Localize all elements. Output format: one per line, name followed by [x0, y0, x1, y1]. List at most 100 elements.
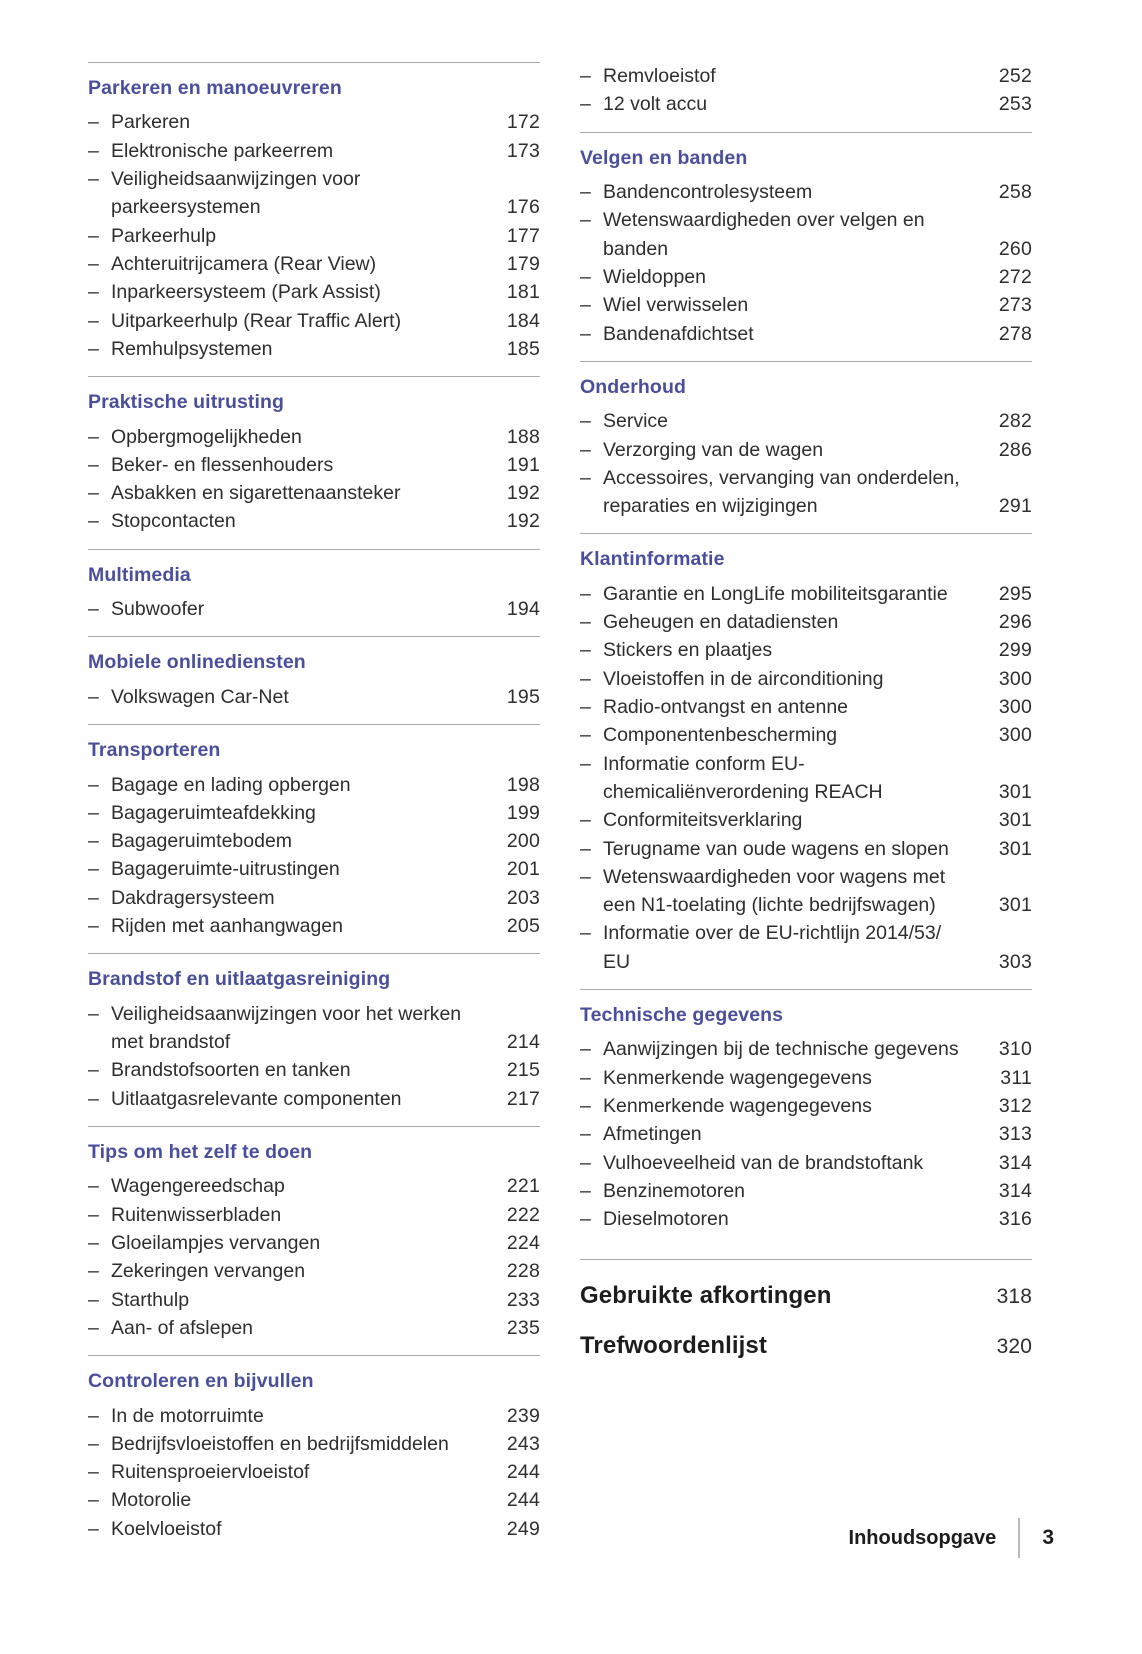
toc-entry[interactable]: – Asbakken en sigarettenaansteker 192 [88, 479, 540, 507]
toc-entry[interactable]: – Remhulpsystemen 185 [88, 335, 540, 363]
toc-entry[interactable]: – Uitlaatgasrelevante componenten 217 [88, 1085, 540, 1113]
toc-entry[interactable]: – Informatie over de EU-richtlijn 2014/53… [580, 919, 1032, 976]
section-divider [580, 360, 1032, 362]
toc-entry[interactable]: – Wetenswaardigheden voor wagens met een … [580, 863, 1032, 920]
toc-entry[interactable]: – Bagageruimtebodem 200 [88, 827, 540, 855]
toc-entry[interactable]: – Service 282 [580, 407, 1032, 435]
toc-entry[interactable]: –12 volt accu 253 [580, 90, 1032, 118]
toc-entry[interactable]: – Ruitensproeiervloeistof 244 [88, 1458, 540, 1486]
toc-entry[interactable]: – Zekeringen vervangen 228 [88, 1257, 540, 1285]
toc-entry-page-number: 173 [506, 139, 540, 162]
toc-entry[interactable]: – Conformiteitsverklaring 301 [580, 806, 1032, 834]
toc-entry[interactable]: – Vloeistoffen in de airconditioning 300 [580, 665, 1032, 693]
toc-entry-list: – Subwoofer 194 [88, 595, 540, 623]
toc-entry[interactable]: – Geheugen en datadiensten 296 [580, 608, 1032, 636]
toc-entry[interactable]: – Bagageruimte-uitrustingen 201 [88, 855, 540, 883]
toc-major-entry[interactable]: Trefwoordenlijst 320 [580, 1332, 1032, 1360]
toc-entry[interactable]: – Veiligheidsaanwijzingen voor het werken… [88, 1000, 540, 1057]
toc-entry[interactable]: – Elektronische parkeerrem 173 [88, 137, 540, 165]
dash-icon: – [580, 1095, 591, 1117]
toc-entry-label: Bagageruimte-uitrustingen [111, 858, 340, 881]
toc-entry-page-number: 205 [506, 915, 540, 938]
toc-entry-page-number: 201 [506, 858, 540, 881]
toc-entry[interactable]: – Bandenafdichtset 278 [580, 320, 1032, 348]
toc-entry[interactable]: – Subwoofer 194 [88, 595, 540, 623]
toc-entry[interactable]: – Uitparkeerhulp (Rear Traffic Alert) 184 [88, 307, 540, 335]
toc-entry[interactable]: – Dieselmotoren 316 [580, 1205, 1032, 1233]
toc-entry-page-number: 192 [506, 482, 540, 505]
toc-entry[interactable]: – Motorolie 244 [88, 1486, 540, 1514]
toc-entry[interactable]: – Wiel verwisselen 273 [580, 291, 1032, 319]
toc-entry[interactable]: – Radio-ontvangst en antenne 300 [580, 693, 1032, 721]
dash-icon: – [580, 1151, 591, 1174]
toc-entry[interactable]: – Verzorging van de wagen 286 [580, 436, 1032, 464]
toc-entry[interactable]: – In de motorruimte 239 [88, 1402, 540, 1430]
toc-entry[interactable]: – Accessoires, vervanging van onderdelen,… [580, 464, 1032, 521]
toc-entry[interactable]: – Benzinemotoren 314 [580, 1177, 1032, 1205]
toc-entry-page-number: 303 [998, 950, 1032, 973]
toc-entry[interactable]: – Stopcontacten 192 [88, 507, 540, 535]
toc-entry[interactable]: – Achteruitrijcamera (Rear View) 179 [88, 250, 540, 278]
toc-entry[interactable]: – Volkswagen Car-Net 195 [88, 683, 540, 711]
toc-entry[interactable]: – Rijden met aanhangwagen 205 [88, 912, 540, 940]
toc-entry-label: Geheugen en datadiensten [603, 611, 839, 634]
dash-icon: – [88, 801, 99, 824]
toc-entry[interactable]: – Bedrijfsvloeistoffen en bedrijfsmiddele… [88, 1430, 540, 1458]
toc-entry-label: Kenmerkende wagengegevens [603, 1066, 872, 1089]
toc-entry[interactable]: – Afmetingen 313 [580, 1120, 1032, 1148]
toc-entry-page-number: 311 [1000, 1066, 1032, 1089]
toc-entry[interactable]: – Aanwijzingen bij de technische gegevens… [580, 1035, 1032, 1063]
toc-entry-label: Informatie conform EU- chemicaliënverord… [603, 752, 883, 803]
toc-entry[interactable]: – Brandstofsoorten en tanken 215 [88, 1056, 540, 1084]
toc-entry-page-number: 316 [998, 1208, 1032, 1231]
toc-entry[interactable]: – Componentenbescherming 300 [580, 721, 1032, 749]
toc-entry[interactable]: – Wetenswaardigheden over velgen en bande… [580, 206, 1032, 263]
toc-entry[interactable]: – Koelvloeistof 249 [88, 1515, 540, 1543]
footer-page-number: 3 [1042, 1526, 1054, 1549]
toc-entry-label: Brandstofsoorten en tanken [111, 1059, 351, 1082]
toc-entry[interactable]: – Dakdragersysteem 203 [88, 884, 540, 912]
toc-entry[interactable]: – Garantie en LongLife mobiliteitsgaranti… [580, 580, 1032, 608]
toc-major-entry[interactable]: Gebruikte afkortingen 318 [580, 1282, 1032, 1310]
dash-icon: – [88, 1404, 99, 1427]
toc-entry[interactable]: – Vulhoeveelheid van de brandstoftank 314 [580, 1149, 1032, 1177]
section-divider [88, 62, 540, 63]
toc-entry[interactable]: – Veiligheidsaanwijzingen voor parkeersys… [88, 165, 540, 222]
toc-entry[interactable]: – Wieldoppen 272 [580, 263, 1032, 291]
toc-entry[interactable]: – Beker- en flessenhouders 191 [88, 451, 540, 479]
toc-entry[interactable]: – Informatie conform EU- chemicaliënveror… [580, 750, 1032, 807]
toc-entry-label: Asbakken en sigarettenaansteker [111, 482, 401, 505]
toc-entry[interactable]: – Starthulp 233 [88, 1286, 540, 1314]
toc-entry[interactable]: – Terugname van oude wagens en slopen 301 [580, 835, 1032, 863]
toc-entry[interactable]: – Wagengereedschap 221 [88, 1172, 540, 1200]
toc-entry-page-number: 199 [506, 801, 540, 824]
toc-entry[interactable]: – Aan- of afslepen 235 [88, 1314, 540, 1342]
toc-entry[interactable]: – Inparkeersysteem (Park Assist) 181 [88, 278, 540, 306]
toc-entry-page-number: 203 [506, 886, 540, 909]
toc-entry-label: Bagageruimteafdekking [111, 801, 316, 824]
toc-entry-page-number: 244 [506, 1489, 540, 1512]
toc-entry[interactable]: – Parkeerhulp 177 [88, 222, 540, 250]
toc-major-entry-page-number: 318 [996, 1285, 1032, 1309]
toc-section: Klantinformatie – Garantie en LongLife mob… [580, 533, 1032, 976]
toc-entry[interactable]: – Bagageruimteafdekking 199 [88, 799, 540, 827]
dash-icon: – [580, 1208, 591, 1231]
toc-entry[interactable]: – Kenmerkende wagengegevens 312 [580, 1092, 1032, 1120]
toc-entry-label: Componentenbescherming [603, 724, 838, 747]
toc-entry[interactable]: – Gloeilampjes vervangen 224 [88, 1229, 540, 1257]
toc-entry-label: Subwoofer [111, 598, 205, 621]
section-divider [88, 1355, 540, 1357]
toc-entry-page-number: 177 [506, 224, 540, 247]
toc-entry[interactable]: – Parkeren 172 [88, 108, 540, 136]
toc-entry[interactable]: – Opbergmogelijkheden 188 [88, 423, 540, 451]
toc-entry[interactable]: – Bagage en lading opbergen 198 [88, 771, 540, 799]
toc-entry[interactable]: – Ruitenwisserbladen 222 [88, 1201, 540, 1229]
dash-icon: – [88, 1316, 99, 1339]
dash-icon: – [580, 696, 591, 719]
toc-entry[interactable]: – Stickers en plaatjes 299 [580, 636, 1032, 664]
toc-entry[interactable]: – Kenmerkende wagengegevens 311 [580, 1064, 1032, 1092]
toc-entry[interactable]: – Remvloeistof 252 [580, 62, 1032, 90]
toc-entry-page-number: 195 [506, 685, 540, 708]
toc-entry[interactable]: – Bandencontrolesysteem 258 [580, 178, 1032, 206]
toc-entry-list: – Veiligheidsaanwijzingen voor het werken… [88, 1000, 540, 1113]
